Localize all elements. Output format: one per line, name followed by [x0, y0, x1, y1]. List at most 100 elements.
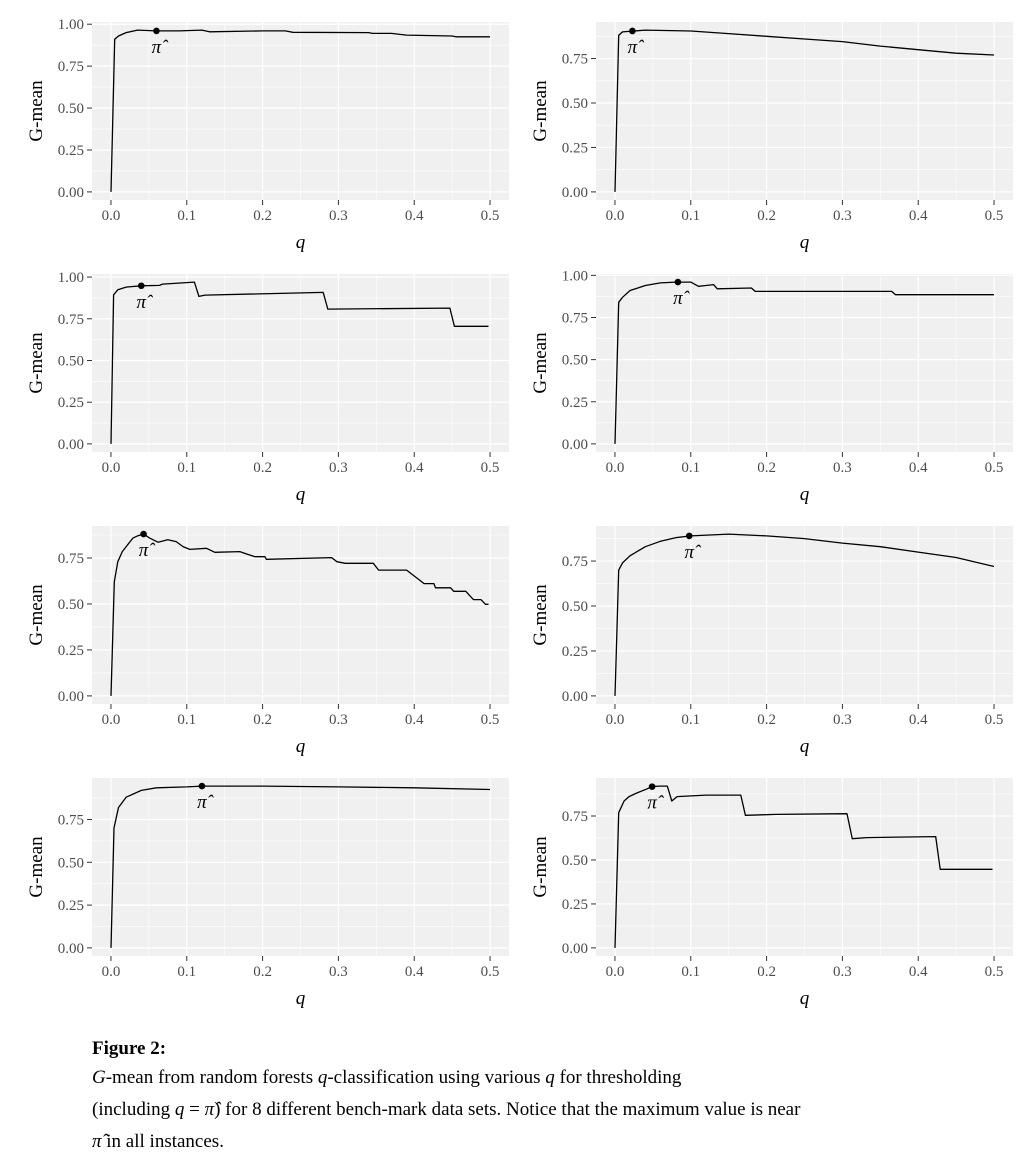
- x-axis-title: q: [800, 988, 810, 1008]
- y-axis-title: G-mean: [530, 836, 551, 898]
- x-tick-label: 0.1: [177, 712, 196, 728]
- x-tick-label: 0.1: [681, 460, 700, 476]
- chart-panel-2: 0.0 0.1 0.2 0.3 0.4 0.5 0.00 0.25 0.50 0.75 π̂ q G-m…: [504, 0, 1019, 253]
- x-tick-label: 0.0: [102, 964, 121, 980]
- caption-text: G: [92, 1067, 106, 1088]
- caption-text: π̂: [204, 1099, 215, 1120]
- caption-text: π̂: [92, 1131, 102, 1152]
- y-tick-label: 0.50: [58, 855, 84, 871]
- x-tick-label: 0.1: [681, 964, 700, 980]
- caption-title: Figure 2:: [92, 1038, 167, 1059]
- y-tick-label: 0.50: [58, 101, 84, 117]
- x-axis-title: q: [296, 736, 306, 756]
- y-tick-label: 0.50: [562, 853, 588, 869]
- x-tick-label: 0.0: [102, 460, 121, 476]
- y-tick-label: 0.75: [562, 310, 588, 326]
- caption-text: =: [184, 1099, 205, 1120]
- x-tick-label: 0.2: [757, 460, 776, 476]
- gmean-series-line: [110, 785, 491, 948]
- y-tick-label: 0.75: [562, 52, 588, 68]
- x-tick-label: 0.0: [606, 208, 625, 224]
- y-tick-label: 0.75: [58, 59, 84, 75]
- x-tick-label: 0.4: [405, 712, 424, 728]
- gmean-series-line: [614, 533, 995, 696]
- y-tick-label: 0.50: [562, 96, 588, 112]
- y-tick-label: 0.75: [562, 809, 588, 825]
- caption-line: π̂ in all instances.: [92, 1126, 992, 1158]
- y-tick-label: 0.25: [58, 643, 84, 659]
- y-axis-title: G-mean: [530, 80, 551, 142]
- x-tick-label: 0.3: [833, 460, 852, 476]
- x-tick-label: 0.1: [177, 460, 196, 476]
- x-tick-label: 0.4: [405, 964, 424, 980]
- x-tick-label: 0.2: [253, 208, 272, 224]
- y-tick-label: 0.00: [562, 689, 588, 705]
- pi-hat-point: [153, 27, 160, 35]
- x-tick-label: 0.5: [985, 208, 1004, 224]
- x-tick-label: 0.5: [481, 712, 500, 728]
- caption-text: ) for 8 different bench-mark data sets. …: [214, 1099, 801, 1120]
- chart-panel-5: 0.0 0.1 0.2 0.3 0.4 0.5 0.00 0.25 0.50 0.75 π̂ q G-m…: [0, 504, 515, 757]
- y-tick-label: 0.75: [58, 551, 84, 567]
- y-tick-label: 0.50: [58, 353, 84, 369]
- y-tick-label: 0.00: [58, 185, 84, 201]
- y-tick-label: 0.50: [562, 599, 588, 615]
- caption-text: (including: [92, 1099, 175, 1120]
- pi-hat-point: [140, 530, 147, 538]
- caption-text: -mean from random forests: [105, 1067, 318, 1088]
- y-axis-title: G-mean: [26, 332, 47, 394]
- pi-hat-point: [685, 532, 693, 540]
- x-tick-label: 0.1: [681, 208, 700, 224]
- caption-text: for thresholding: [554, 1067, 682, 1088]
- x-tick-label: 0.4: [909, 964, 928, 980]
- x-tick-label: 0.2: [757, 712, 776, 728]
- x-tick-label: 0.5: [481, 964, 500, 980]
- y-tick-label: 0.25: [562, 395, 588, 411]
- caption-text: q: [174, 1099, 185, 1120]
- caption-line: (including q = π̂) for 8 different bench…: [92, 1094, 992, 1126]
- y-tick-label: 0.75: [562, 554, 588, 570]
- y-axis-title: G-mean: [26, 836, 47, 898]
- pi-hat-point: [137, 282, 145, 290]
- y-tick-label: 0.25: [562, 897, 588, 913]
- x-tick-label: 0.4: [909, 208, 928, 224]
- y-tick-label: 0.75: [58, 812, 84, 828]
- x-tick-label: 0.3: [833, 712, 852, 728]
- x-tick-label: 0.0: [606, 712, 625, 728]
- y-tick-label: 0.25: [58, 143, 84, 159]
- chart-panel-3: 0.0 0.1 0.2 0.3 0.4 0.5 0.00 0.25 0.50 0.75 1.00 π̂…: [0, 252, 515, 505]
- caption-body: G-mean from random forests q-classificat…: [92, 1062, 992, 1158]
- pi-hat-point: [674, 278, 682, 286]
- y-tick-label: 0.75: [58, 312, 84, 328]
- y-tick-label: 0.00: [562, 185, 588, 201]
- chart-panel-1: 0.0 0.1 0.2 0.3 0.4 0.5 0.00 0.25 0.50 0.75 1.00 π̂…: [0, 0, 515, 253]
- x-tick-label: 0.0: [606, 964, 625, 980]
- x-tick-label: 0.3: [833, 964, 852, 980]
- caption-text: in all instances.: [101, 1131, 224, 1152]
- x-tick-label: 0.5: [985, 964, 1004, 980]
- x-axis-title: q: [800, 736, 810, 756]
- y-tick-label: 1.00: [58, 17, 84, 33]
- x-tick-label: 0.3: [329, 712, 348, 728]
- x-tick-label: 0.3: [329, 208, 348, 224]
- y-tick-label: 0.00: [562, 941, 588, 957]
- figure-caption: Figure 2: G-mean from random forests q-c…: [92, 1036, 992, 1158]
- x-tick-label: 0.1: [177, 208, 196, 224]
- y-tick-label: 0.00: [562, 437, 588, 453]
- chart-svg: 0.0 0.1 0.2 0.3 0.4 0.50.000.250.500.751.00π̂…: [530, 268, 1013, 505]
- x-tick-label: 0.5: [985, 460, 1004, 476]
- x-tick-label: 0.3: [329, 460, 348, 476]
- chart-panel-8: 0.0 0.1 0.2 0.3 0.4 0.5 0.00 0.25 0.50 0.75 π̂ q G-m…: [504, 756, 1019, 1009]
- x-tick-label: 0.2: [757, 964, 776, 980]
- x-tick-label: 0.5: [481, 460, 500, 476]
- x-tick-label: 0.2: [253, 712, 272, 728]
- chart-svg: 0.0 0.1 0.2 0.3 0.4 0.50.000.250.500.751.00π̂…: [26, 270, 509, 505]
- x-tick-label: 0.4: [909, 712, 928, 728]
- x-tick-label: 0.2: [757, 208, 776, 224]
- x-tick-label: 0.5: [481, 208, 500, 224]
- x-tick-label: 0.0: [102, 712, 121, 728]
- pi-hat-point: [198, 782, 206, 790]
- x-tick-label: 0.0: [606, 460, 625, 476]
